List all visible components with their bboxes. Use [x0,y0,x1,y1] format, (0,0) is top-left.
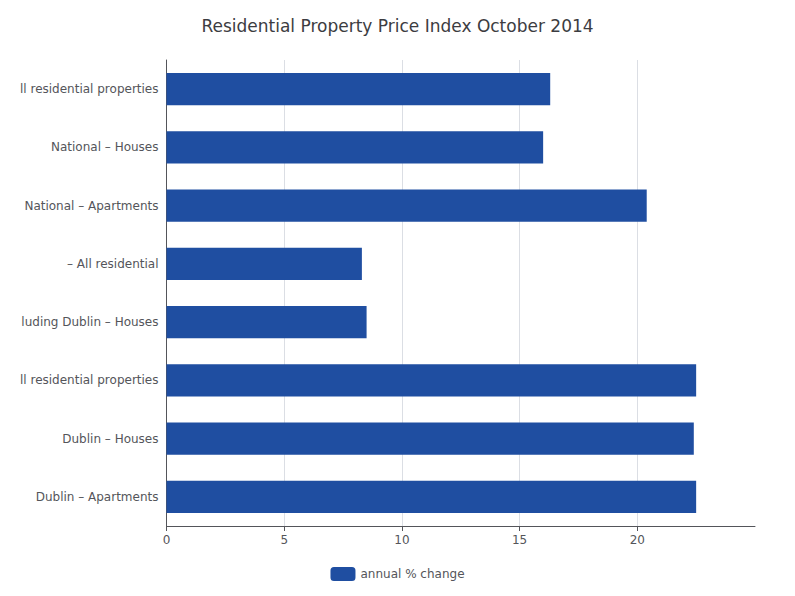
svg-text:National – Houses: National – Houses [51,140,159,154]
svg-text:15: 15 [512,533,527,547]
svg-text:10: 10 [394,533,409,547]
svg-text:5: 5 [280,533,288,547]
svg-text:ll residential properties: ll residential properties [20,82,159,96]
svg-text:Dublin – Apartments: Dublin – Apartments [36,490,159,504]
svg-text:– All residential: – All residential [67,257,158,271]
svg-text:annual % change: annual % change [360,567,464,581]
svg-text:Dublin – Houses: Dublin – Houses [62,432,158,446]
svg-text:ll residential properties: ll residential properties [20,373,159,387]
svg-text:0: 0 [163,533,171,547]
svg-text:20: 20 [630,533,645,547]
svg-text:Residential Property Price Ind: Residential Property Price Index October… [201,16,593,36]
svg-text:National – Apartments: National – Apartments [24,199,158,213]
svg-text:luding Dublin – Houses: luding Dublin – Houses [21,315,158,329]
